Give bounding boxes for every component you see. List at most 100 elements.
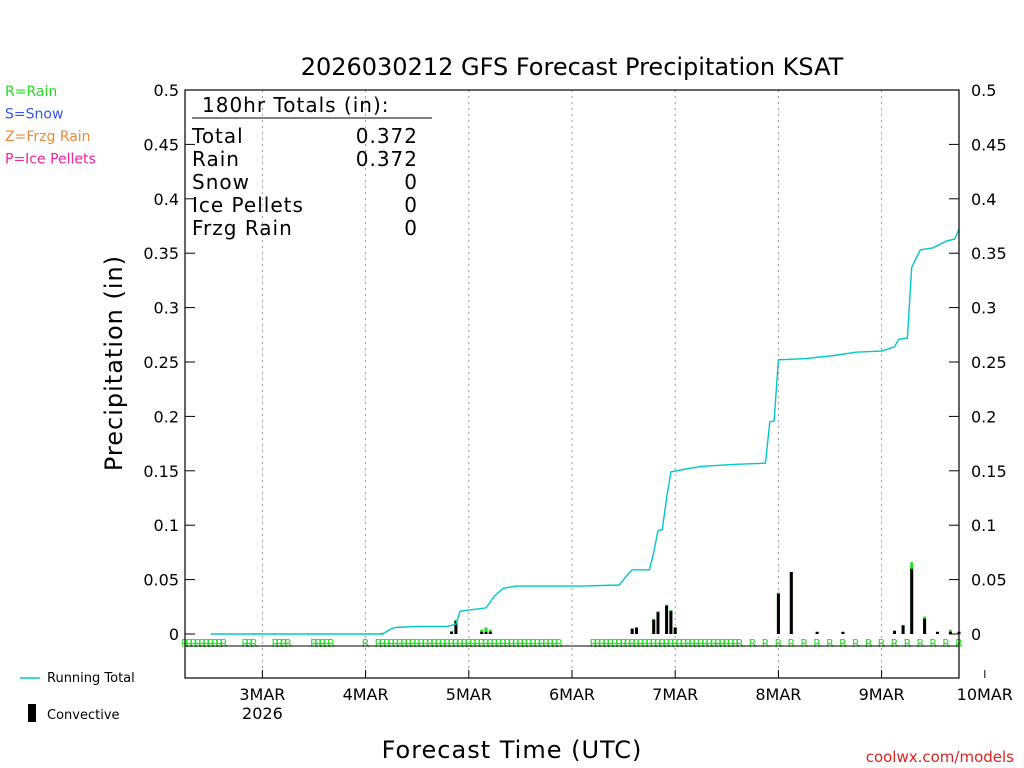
precip-type-marker: R (327, 637, 335, 650)
precip-type-marker: R (400, 637, 408, 650)
y-axis-left: 0 0.05 0.1 0.15 0.2 0.25 0.3 0.35 0.4 0.45 0.5 (143, 81, 195, 644)
precip-bar-convective (484, 631, 488, 634)
precip-bar-convective (630, 628, 634, 634)
convective-legend-label: Convective (47, 708, 120, 723)
precip-type-marker: R (723, 637, 731, 650)
x-tick-label: 10MAR (957, 685, 1013, 704)
precip-type-marker: R (504, 637, 512, 650)
precip-type-marker: R (693, 637, 701, 650)
precip-type-legend-item: S=Snow (5, 107, 63, 123)
precip-type-marker: R (607, 637, 615, 650)
precip-type-marker: R (431, 637, 439, 650)
precip-type-marker: R (667, 637, 675, 650)
precip-type-marker: R (284, 637, 292, 650)
precip-type-marker: R (392, 637, 400, 650)
convective-legend-swatch (28, 704, 36, 722)
precip-bar-convective (948, 631, 952, 634)
totals-rows: Total 0.372 Rain 0.372 Snow 0 Ice Pellets 0 Frzg… (191, 124, 418, 240)
precip-type-marker: R (637, 637, 645, 650)
precip-type-marker: R (319, 637, 327, 650)
precip-type-marker: R (491, 637, 499, 650)
precip-bar-convective (936, 631, 939, 634)
precip-type-marker: R (207, 637, 215, 650)
y-tick-label-left: 0.1 (154, 516, 179, 535)
totals-row-label: Frzg Rain (192, 216, 293, 240)
precip-type-marker: R (517, 637, 525, 650)
y-tick-label-left: 0.2 (154, 407, 179, 426)
y-tick-label-left: 0 (169, 625, 179, 644)
precip-type-marker: R (452, 637, 460, 650)
precip-type-marker: R (211, 637, 219, 650)
precip-type-marker: R (620, 637, 628, 650)
precip-bar-convective (776, 593, 780, 634)
x-tick-label: 5MAR (446, 685, 492, 704)
precip-type-marker: R (727, 637, 735, 650)
y-tick-label-left: 0.05 (143, 571, 179, 590)
precip-type-marker: R (736, 637, 744, 650)
totals-row-label: Ice Pellets (192, 193, 304, 217)
precip-type-legend-item: Z=Frzg Rain (5, 129, 91, 145)
precip-type-marker: R (916, 637, 924, 650)
precip-type-marker: R (216, 637, 224, 650)
x-tick-label: 4MAR (343, 685, 389, 704)
precip-type-marker: R (891, 637, 899, 650)
x-axis-label: Forecast Time (UTC) (382, 736, 643, 764)
x-tick-label: 6MAR (549, 685, 595, 704)
y-tick-label-right: 0.4 (971, 190, 996, 209)
precip-type-marker: R (203, 637, 211, 650)
series-legend: Running Total Convective (20, 671, 135, 723)
precip-bar-convective (815, 631, 819, 634)
precip-bar-convective (910, 568, 914, 634)
precip-type-marker: R (852, 637, 860, 650)
precip-type-marker: R (603, 637, 611, 650)
precip-bar-convective (841, 631, 845, 634)
precip-type-marker: R (775, 637, 783, 650)
totals-heading: 180hr Totals (in): (202, 93, 390, 117)
running-total-group (210, 229, 960, 635)
precip-type-marker: R (198, 637, 206, 650)
running-total-line (210, 229, 960, 635)
precip-type-marker: R (426, 637, 434, 650)
precip-type-marker: R (878, 637, 886, 650)
precip-type-marker: R (628, 637, 636, 650)
precip-type-marker: R (280, 637, 288, 650)
precip-type-marker: R (439, 637, 447, 650)
precip-type-legend-item: R=Rain (5, 84, 57, 100)
precip-type-marker: R (521, 637, 529, 650)
x-tick-sublabel: 2026 (242, 704, 283, 723)
precip-type-marker: R (396, 637, 404, 650)
precip-type-marker: R (826, 637, 834, 650)
precip-type-marker: R (865, 637, 873, 650)
y-tick-label-right: 0.1 (971, 516, 996, 535)
precip-type-marker: R (525, 637, 533, 650)
y-tick-label-left: 0.45 (143, 135, 179, 154)
precip-type-marker: R (383, 637, 391, 650)
precip-type-marker: R (422, 637, 430, 650)
precip-type-marker: R (624, 637, 632, 650)
precip-type-marker: R (194, 637, 202, 650)
precip-type-marker: R (646, 637, 654, 650)
precip-type-marker: R (598, 637, 606, 650)
precip-type-marker: R (486, 637, 494, 650)
precip-bar-convective (901, 625, 905, 634)
precip-type-marker: R (671, 637, 679, 650)
precip-bar-convective (488, 631, 492, 634)
precip-type-marker: R (684, 637, 692, 650)
precip-type-marker: R (456, 637, 464, 650)
precip-type-marker: R (633, 637, 641, 650)
precip-type-marker: R (185, 637, 193, 650)
precip-type-marker: R (276, 637, 284, 650)
totals-row-label: Rain (192, 147, 240, 171)
precip-type-marker: R (405, 637, 413, 650)
precip-bar-convective (480, 631, 484, 634)
precip-type-marker: R (314, 637, 322, 650)
precip-type-marker: R (590, 637, 598, 650)
precip-type-marker: R (323, 637, 331, 650)
precip-type-marker: R (551, 637, 559, 650)
totals-row-value: 0 (404, 193, 418, 217)
precip-type-marker: R (469, 637, 477, 650)
precip-bar-convective (665, 605, 669, 634)
precip-type-marker: R (443, 637, 451, 650)
y-tick-label-right: 0.45 (971, 135, 1007, 154)
precip-type-marker: R (594, 637, 602, 650)
